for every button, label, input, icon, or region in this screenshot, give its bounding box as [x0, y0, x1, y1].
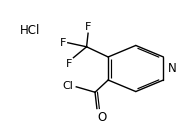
Text: HCl: HCl: [19, 24, 40, 37]
Text: F: F: [66, 59, 73, 69]
Text: F: F: [85, 22, 91, 32]
Text: Cl: Cl: [63, 81, 74, 91]
Text: F: F: [60, 38, 66, 48]
Text: N: N: [168, 62, 177, 75]
Text: O: O: [98, 111, 107, 124]
